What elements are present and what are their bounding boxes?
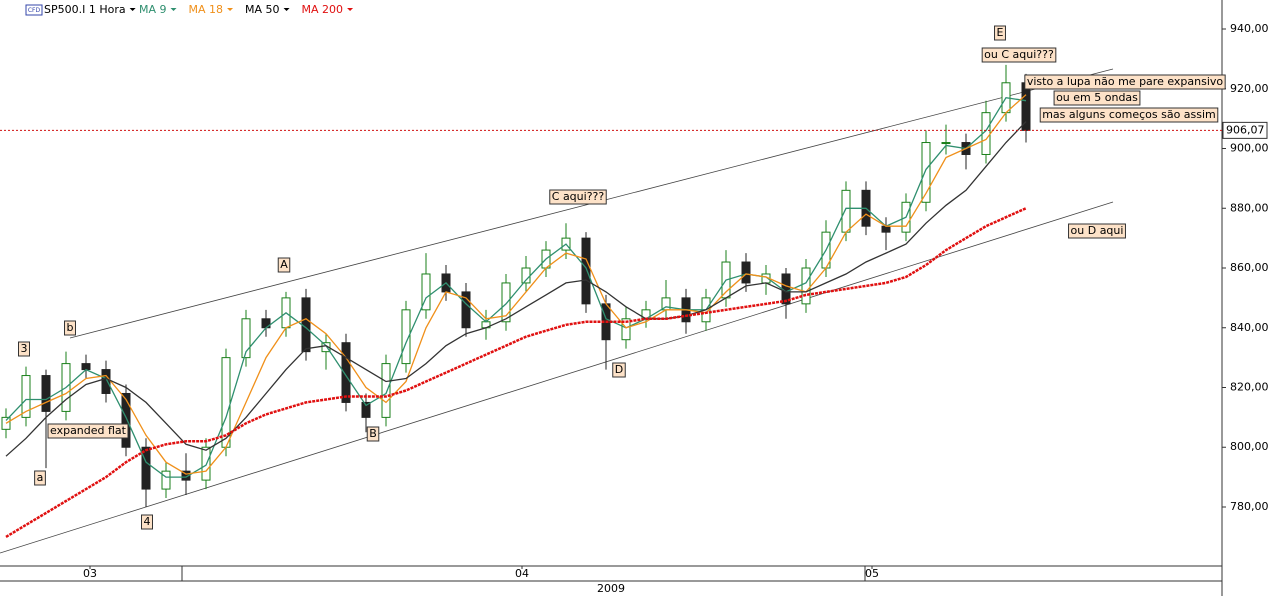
- y-tick-label: 860,00: [1230, 261, 1269, 274]
- candle-body: [621, 318, 631, 341]
- annotation: C aqui???: [552, 190, 605, 203]
- y-tick-label: 920,00: [1230, 82, 1269, 95]
- ma-line: [5, 207, 1027, 538]
- annotation: a: [37, 471, 44, 484]
- annotation: A: [280, 258, 288, 271]
- candle-body: [581, 237, 591, 305]
- candle-body: [101, 369, 111, 394]
- candle-body: [41, 375, 51, 412]
- annotation-box: [64, 320, 76, 336]
- annotation-box: [141, 514, 153, 530]
- y-tick-label: 820,00: [1230, 381, 1269, 394]
- annotation-box: [1068, 223, 1126, 239]
- candle-body: [421, 273, 431, 311]
- chart-title: SP500.I 1 Hora: [44, 3, 126, 16]
- ma-line: [5, 121, 1027, 457]
- candle-body: [401, 309, 411, 365]
- candle-body: [461, 291, 471, 329]
- legend-entry: MA 9: [139, 3, 167, 16]
- annotation-box: [34, 470, 46, 486]
- annotation-box: [549, 189, 607, 205]
- candle-body: [341, 342, 351, 403]
- candle-body: [1, 416, 11, 430]
- badge-box: [25, 4, 43, 16]
- candle-body: [741, 261, 751, 284]
- annotation: b: [67, 321, 74, 334]
- annotation-box: [1053, 90, 1141, 106]
- legend-entry: MA 50: [245, 3, 280, 16]
- annotation-box: [994, 25, 1006, 41]
- last-price-label: 906,07: [1226, 123, 1265, 136]
- annotation: ou D aqui: [1071, 224, 1124, 237]
- ma-line: [5, 94, 1027, 475]
- year-label: 2009: [597, 582, 625, 595]
- title-arrow: [129, 8, 136, 11]
- ma-line: [5, 96, 1027, 478]
- candle-body: [181, 470, 191, 481]
- candle-body: [301, 297, 311, 353]
- x-tick-label: 03: [83, 567, 97, 580]
- candle-body: [381, 363, 391, 418]
- annotation-box: [1024, 74, 1226, 90]
- annotation: mas alguns começos são assim: [1042, 108, 1216, 121]
- annotation: visto a lupa não me pare expansivo: [1027, 75, 1224, 88]
- last-price-box: [1222, 121, 1268, 139]
- candle-body: [361, 401, 371, 418]
- legend-arrow: [347, 8, 354, 11]
- candle-body: [121, 392, 131, 448]
- legend-arrow: [227, 8, 234, 11]
- y-tick-label: 840,00: [1230, 321, 1269, 334]
- annotation-box: [277, 257, 291, 273]
- y-tick-label: 780,00: [1230, 500, 1269, 513]
- candle-body: [81, 363, 91, 371]
- y-tick-label: 800,00: [1230, 440, 1269, 453]
- legend-arrow: [170, 8, 177, 11]
- legend-arrow: [283, 8, 290, 11]
- annotation-box: [47, 423, 129, 439]
- annotation-box: [612, 362, 626, 378]
- annotation-box: [1039, 107, 1219, 123]
- annotation: expanded flat: [50, 424, 127, 437]
- annotation: B: [369, 427, 377, 440]
- candle-body: [501, 282, 511, 323]
- annotation: ou em 5 ondas: [1056, 91, 1138, 104]
- annotation: 3: [21, 342, 28, 355]
- candle-body: [1021, 82, 1031, 131]
- y-tick-label: 880,00: [1230, 201, 1269, 214]
- annotation-box: [18, 341, 30, 357]
- annotation: D: [615, 363, 623, 376]
- candle-body: [801, 267, 811, 305]
- annotation-box: [366, 426, 380, 442]
- candle-body: [161, 470, 171, 490]
- x-tick-label: 05: [865, 567, 879, 580]
- candle-body: [241, 318, 251, 359]
- legend-entry: MA 200: [302, 3, 344, 16]
- candle-body: [21, 375, 31, 418]
- annotation: ou C aqui???: [984, 48, 1054, 61]
- candle-body: [881, 225, 891, 233]
- y-tick-label: 940,00: [1230, 22, 1269, 35]
- legend-entry: MA 18: [189, 3, 224, 16]
- badge: CFD: [28, 7, 41, 14]
- y-tick-label: 900,00: [1230, 142, 1269, 155]
- annotation: E: [997, 26, 1004, 39]
- candle-body: [141, 446, 151, 490]
- candle-body: [321, 342, 331, 353]
- x-tick-label: 04: [515, 567, 529, 580]
- candle-body: [841, 189, 851, 233]
- annotation-box: [981, 47, 1057, 63]
- annotation: 4: [144, 515, 151, 528]
- candle-body: [921, 142, 931, 203]
- candle-body: [941, 142, 951, 145]
